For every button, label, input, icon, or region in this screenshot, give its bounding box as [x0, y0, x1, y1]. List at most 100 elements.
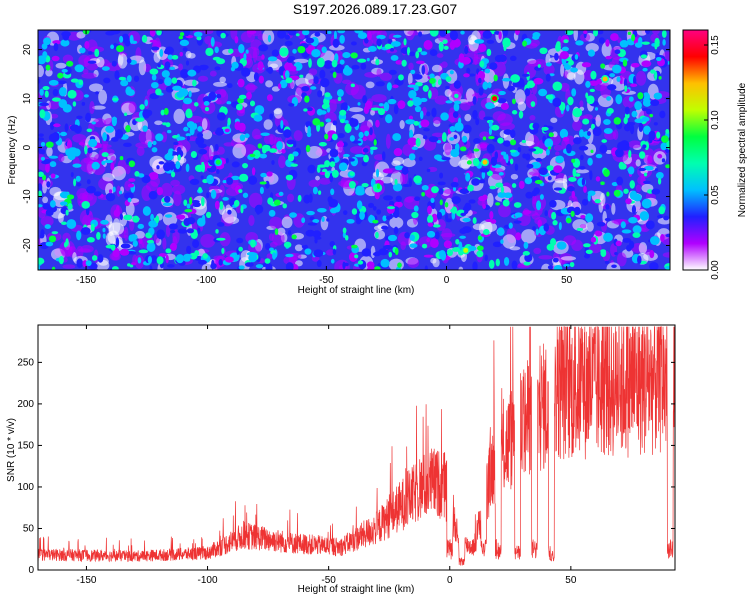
heatmap-cell — [545, 73, 551, 82]
heatmap-cell — [472, 217, 477, 225]
heatmap-cell — [394, 41, 399, 47]
heatmap-cell — [80, 227, 91, 235]
heatmap-cell — [603, 119, 611, 126]
heatmap-cell — [316, 259, 322, 268]
heatmap-cell — [231, 175, 240, 181]
heatmap-cell — [239, 134, 246, 142]
heatmap-cell — [453, 102, 460, 112]
heatmap-cell — [409, 51, 416, 57]
heatmap-cell — [67, 194, 75, 200]
heatmap-cell — [600, 249, 606, 253]
heatmap-cell — [509, 149, 517, 153]
heatmap-cell — [58, 86, 67, 97]
heatmap-cell — [642, 144, 647, 149]
heatmap-cell — [271, 49, 280, 57]
heatmap-cell — [248, 252, 258, 257]
heatmap-cell — [663, 215, 670, 221]
heatmap-cell — [617, 141, 627, 151]
heatmap-cell — [329, 207, 338, 214]
heatmap-cell — [186, 135, 191, 141]
heatmap-cell — [605, 149, 613, 154]
heatmap-cell — [350, 52, 358, 59]
heatmap-cell — [623, 116, 628, 125]
heatmap-cell — [126, 263, 131, 267]
x-tick-label: -50 — [319, 275, 334, 286]
heatmap-cell — [373, 139, 377, 146]
heatmap-cell — [67, 89, 77, 99]
heatmap-cell — [150, 213, 154, 221]
heatmap-cell — [479, 143, 488, 149]
colorbar-tick-label: 0.05 — [710, 185, 721, 205]
heatmap-cell — [641, 41, 650, 45]
heatmap-cell — [539, 47, 548, 55]
heatmap-cell — [96, 231, 101, 240]
heatmap-cell — [51, 97, 61, 102]
heatmap-cell — [102, 227, 106, 233]
heatmap-cell — [285, 253, 294, 258]
heatmap-cell — [413, 84, 419, 92]
heatmap-cell — [498, 204, 511, 218]
heatmap-cell — [622, 237, 632, 243]
heatmap-cell — [458, 266, 464, 270]
heatmap-cell — [594, 83, 607, 91]
heatmap-cell — [638, 122, 644, 132]
heatmap-cell — [475, 118, 480, 126]
heatmap-cell — [587, 49, 596, 57]
heatmap-cell — [344, 120, 349, 124]
heatmap-cell — [75, 175, 81, 182]
heatmap-cell — [213, 81, 227, 87]
heatmap-cell — [437, 79, 442, 86]
heatmap-cell — [198, 143, 207, 149]
heatmap-cell — [439, 172, 444, 179]
heatmap-cell — [381, 225, 389, 230]
heatmap-cell — [556, 241, 567, 250]
heatmap-cell — [575, 40, 584, 46]
heatmap-cell — [625, 198, 632, 205]
heatmap-cell — [85, 260, 92, 267]
heatmap-cell — [260, 172, 267, 178]
heatmap-cell — [203, 101, 210, 106]
heatmap-cell — [530, 101, 536, 107]
heatmap-cell — [91, 121, 96, 125]
heatmap-cell — [132, 239, 138, 247]
heatmap-cell — [429, 73, 435, 79]
heatmap-cell — [646, 109, 653, 115]
heatmap-cell — [376, 34, 386, 40]
heatmap-cell — [637, 36, 643, 46]
heatmap-cell — [573, 30, 578, 42]
heatmap-cell — [441, 132, 447, 143]
heatmap-cell — [532, 146, 541, 155]
heatmap-cell — [421, 191, 426, 197]
heatmap-cell — [192, 239, 200, 249]
heatmap-cell — [289, 212, 298, 218]
heatmap-cell — [149, 30, 156, 37]
heatmap-cell — [515, 232, 522, 241]
heatmap-cell — [259, 186, 264, 195]
heatmap-cell — [170, 229, 176, 234]
heatmap-cell — [316, 166, 321, 173]
heatmap-cell — [351, 244, 358, 249]
heatmap-cell — [283, 129, 292, 138]
heatmap-cell — [589, 88, 595, 93]
heatmap-cell — [537, 219, 542, 228]
heatmap-cell — [510, 173, 519, 180]
heatmap-cell — [245, 49, 249, 54]
heatmap-cell — [609, 73, 616, 78]
x-tick-label: 0 — [447, 575, 453, 586]
y-tick-label: 10 — [22, 93, 33, 105]
heatmap-cell — [293, 58, 309, 64]
heatmap-cell — [62, 232, 71, 242]
heatmap-cell — [79, 157, 95, 173]
heatmap-cell — [95, 91, 99, 95]
heatmap-cell — [601, 139, 607, 143]
heatmap-cell — [183, 253, 192, 260]
heatmap-cell — [43, 37, 51, 46]
heatmap-cell — [362, 136, 367, 142]
heatmap-cell — [541, 126, 549, 131]
heatmap-cell — [634, 101, 642, 111]
heatmap-cell — [291, 234, 297, 240]
heatmap-cell — [587, 190, 596, 196]
heatmap-cell — [312, 186, 318, 195]
heatmap-cell — [370, 109, 375, 116]
heatmap-cell — [371, 94, 387, 103]
